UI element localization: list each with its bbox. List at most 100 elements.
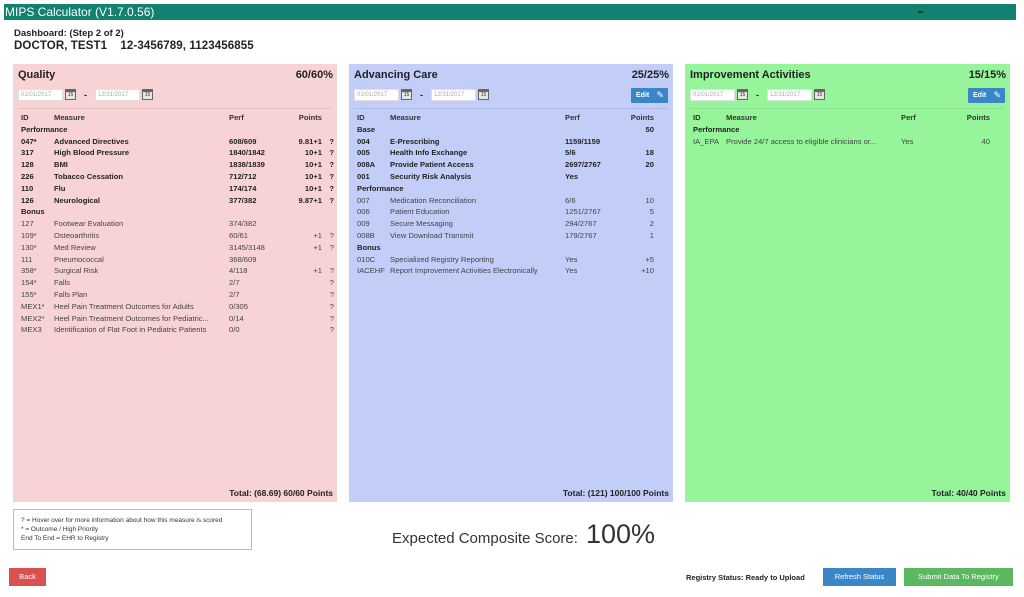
table-row: 128 BMI 1838/1839 10+1? [21, 160, 334, 170]
calendar-icon[interactable]: 15 [814, 89, 825, 100]
quality-table: ID Measure Perf Points Performance 047* Adva… [21, 113, 334, 335]
divider [690, 108, 1005, 109]
table-row: IACEHF Report Improvement Activities Elec… [357, 266, 654, 276]
quality-panel: Quality 60/60% 01/01/2017 15 - 12/31/201… [13, 64, 337, 502]
divider [354, 108, 668, 109]
edit-button[interactable]: Edit ✎ [968, 88, 1005, 103]
table-row: 009 Secure Messaging 294/2767 2 [357, 219, 654, 229]
panel-title: Improvement Activities [690, 69, 811, 81]
divider [18, 108, 332, 109]
panel-percent: 25/25% [631, 69, 669, 81]
help-icon[interactable]: ? [329, 325, 334, 335]
start-date-input[interactable]: 01/01/2017 [18, 88, 63, 101]
help-icon[interactable]: ? [329, 195, 334, 205]
table-row: 004 E-Prescribing 1159/1159 [357, 136, 601, 146]
table-row: 006 Patient Education 1251/2767 5 [357, 207, 654, 217]
section-bonus: Bonus [357, 242, 381, 252]
panel-title: Quality [18, 69, 56, 81]
title-bar: MIPS Calculator (V1.7.0.56) [4, 4, 1016, 20]
table-row: 111 Pneumococcal 368/609 [21, 254, 257, 264]
help-icon[interactable]: ? [329, 230, 334, 240]
end-date-input[interactable]: 12/31/2017 [431, 88, 476, 101]
panel-title: Advancing Care [354, 69, 438, 81]
improvement-activities-total: Total: 40/40 Points [931, 488, 1006, 498]
help-icon[interactable]: ? [329, 242, 334, 252]
help-icon[interactable]: ? [329, 313, 334, 323]
table-row: 005 Health Info Exchange 5/6 18 [357, 148, 654, 158]
help-icon[interactable]: ? [329, 148, 334, 158]
table-row: 008A Provide Patient Access 2697/2767 20 [357, 160, 654, 170]
section-performance: Performance [693, 124, 740, 134]
panel-percent: 60/60% [295, 69, 333, 81]
help-icon[interactable]: ? [329, 289, 334, 299]
table-row: 154* Falls 2/7? [21, 278, 334, 288]
section-performance: Performance [357, 183, 404, 193]
back-button[interactable]: Back [9, 568, 46, 586]
calendar-icon[interactable]: 15 [65, 89, 76, 100]
pencil-icon: ✎ [993, 90, 1001, 100]
help-icon[interactable]: ? [329, 266, 334, 276]
start-date-input[interactable]: 01/01/2017 [690, 88, 735, 101]
table-row: 010C Specialized Registry Reporting Yes +5 [357, 254, 654, 264]
table-row: 110 Flu 174/174 10+1? [21, 183, 334, 193]
doctor-info: DOCTOR, TEST1 12-3456789, 1123456855 [14, 40, 264, 52]
table-row: 155* Falls Plan 2/7? [21, 289, 334, 299]
doctor-ids: 12-3456789, 1123456855 [120, 40, 254, 52]
table-row: 358* Surgical Risk 4/118 +1? [21, 266, 334, 276]
refresh-status-button[interactable]: Refresh Status [823, 568, 896, 586]
help-icon[interactable]: ? [329, 171, 334, 181]
minimize-icon[interactable] [918, 11, 923, 13]
section-performance: Performance [21, 124, 68, 134]
advancing-care-table: ID Measure Perf Points Base 50 004 E-Prescrib… [357, 113, 654, 276]
pencil-icon: ✎ [656, 90, 664, 100]
date-range: 01/01/2017 15 - 12/31/2017 15 [690, 88, 825, 101]
table-row: 007 Medication Reconciliation 6/6 10 [357, 195, 654, 205]
table-row: MEX1* Heel Pain Treatment Outcomes for Ad… [21, 301, 334, 311]
table-row: 126 Neurological 377/382 9.87+1? [21, 195, 334, 205]
panel-percent: 15/15% [968, 69, 1006, 81]
improvement-activities-table: ID Measure Perf Points Performance IA_EPA Pr… [693, 113, 990, 146]
calendar-icon[interactable]: 15 [737, 89, 748, 100]
quality-total: Total: (68.69) 60/60 Points [229, 488, 333, 498]
table-row: 001 Security Risk Analysis Yes [357, 171, 579, 181]
table-row: MEX3 Identification of Flat Foot in Pedia… [21, 325, 334, 335]
table-row: 226 Tobacco Cessation 712/712 10+1? [21, 171, 334, 181]
date-range: 01/01/2017 15 - 12/31/2017 15 [18, 88, 153, 101]
submit-registry-button[interactable]: Submit Data To Registry [904, 568, 1013, 586]
legend-box: ? = Hover over for more information abou… [13, 509, 252, 550]
doctor-name: DOCTOR, TEST1 [14, 40, 108, 52]
table-row: 127 Footwear Evaluation 374/382 [21, 219, 257, 229]
help-icon[interactable]: ? [329, 160, 334, 170]
improvement-activities-panel: Improvement Activities 15/15% 01/01/2017… [685, 64, 1010, 502]
composite-score: Expected Composite Score: 100% [392, 519, 655, 550]
registry-status: Registry Status: Ready to Upload [686, 573, 805, 582]
base-points: 50 [645, 124, 654, 134]
table-row: 130* Med Review 3145/3148 +1? [21, 242, 334, 252]
table-row: IA_EPA Provide 24/7 access to eligible cl… [693, 136, 990, 146]
calendar-icon[interactable]: 15 [401, 89, 412, 100]
end-date-input[interactable]: 12/31/2017 [767, 88, 812, 101]
help-icon[interactable]: ? [329, 183, 334, 193]
table-row: MEX2* Heel Pain Treatment Outcomes for Pe… [21, 313, 334, 323]
date-range: 01/01/2017 15 - 12/31/2017 15 [354, 88, 489, 101]
table-row: 047* Advanced Directives 608/609 9.81+1? [21, 136, 334, 146]
help-icon[interactable]: ? [329, 278, 334, 288]
calendar-icon[interactable]: 15 [142, 89, 153, 100]
end-date-input[interactable]: 12/31/2017 [95, 88, 140, 101]
edit-button[interactable]: Edit ✎ [631, 88, 668, 103]
advancing-care-total: Total: (121) 100/100 Points [562, 488, 669, 498]
composite-value: 100% [585, 519, 655, 549]
window-title: MIPS Calculator (V1.7.0.56) [5, 5, 155, 19]
start-date-input[interactable]: 01/01/2017 [354, 88, 399, 101]
calendar-icon[interactable]: 15 [478, 89, 489, 100]
section-bonus: Bonus [21, 207, 45, 217]
section-base: Base [357, 124, 376, 134]
composite-label: Expected Composite Score: [392, 530, 578, 547]
dashboard-step: Dashboard: (Step 2 of 2) [14, 28, 124, 39]
advancing-care-panel: Advancing Care 25/25% 01/01/2017 15 - 12… [349, 64, 673, 502]
help-icon[interactable]: ? [329, 301, 334, 311]
table-row: 109* Osteoarthritis 60/61 +1? [21, 230, 334, 240]
help-icon[interactable]: ? [329, 136, 334, 146]
table-row: 317 High Blood Pressure 1840/1842 10+1? [21, 148, 334, 158]
table-row: 008B View Download Transmit 179/2767 1 [357, 230, 654, 240]
